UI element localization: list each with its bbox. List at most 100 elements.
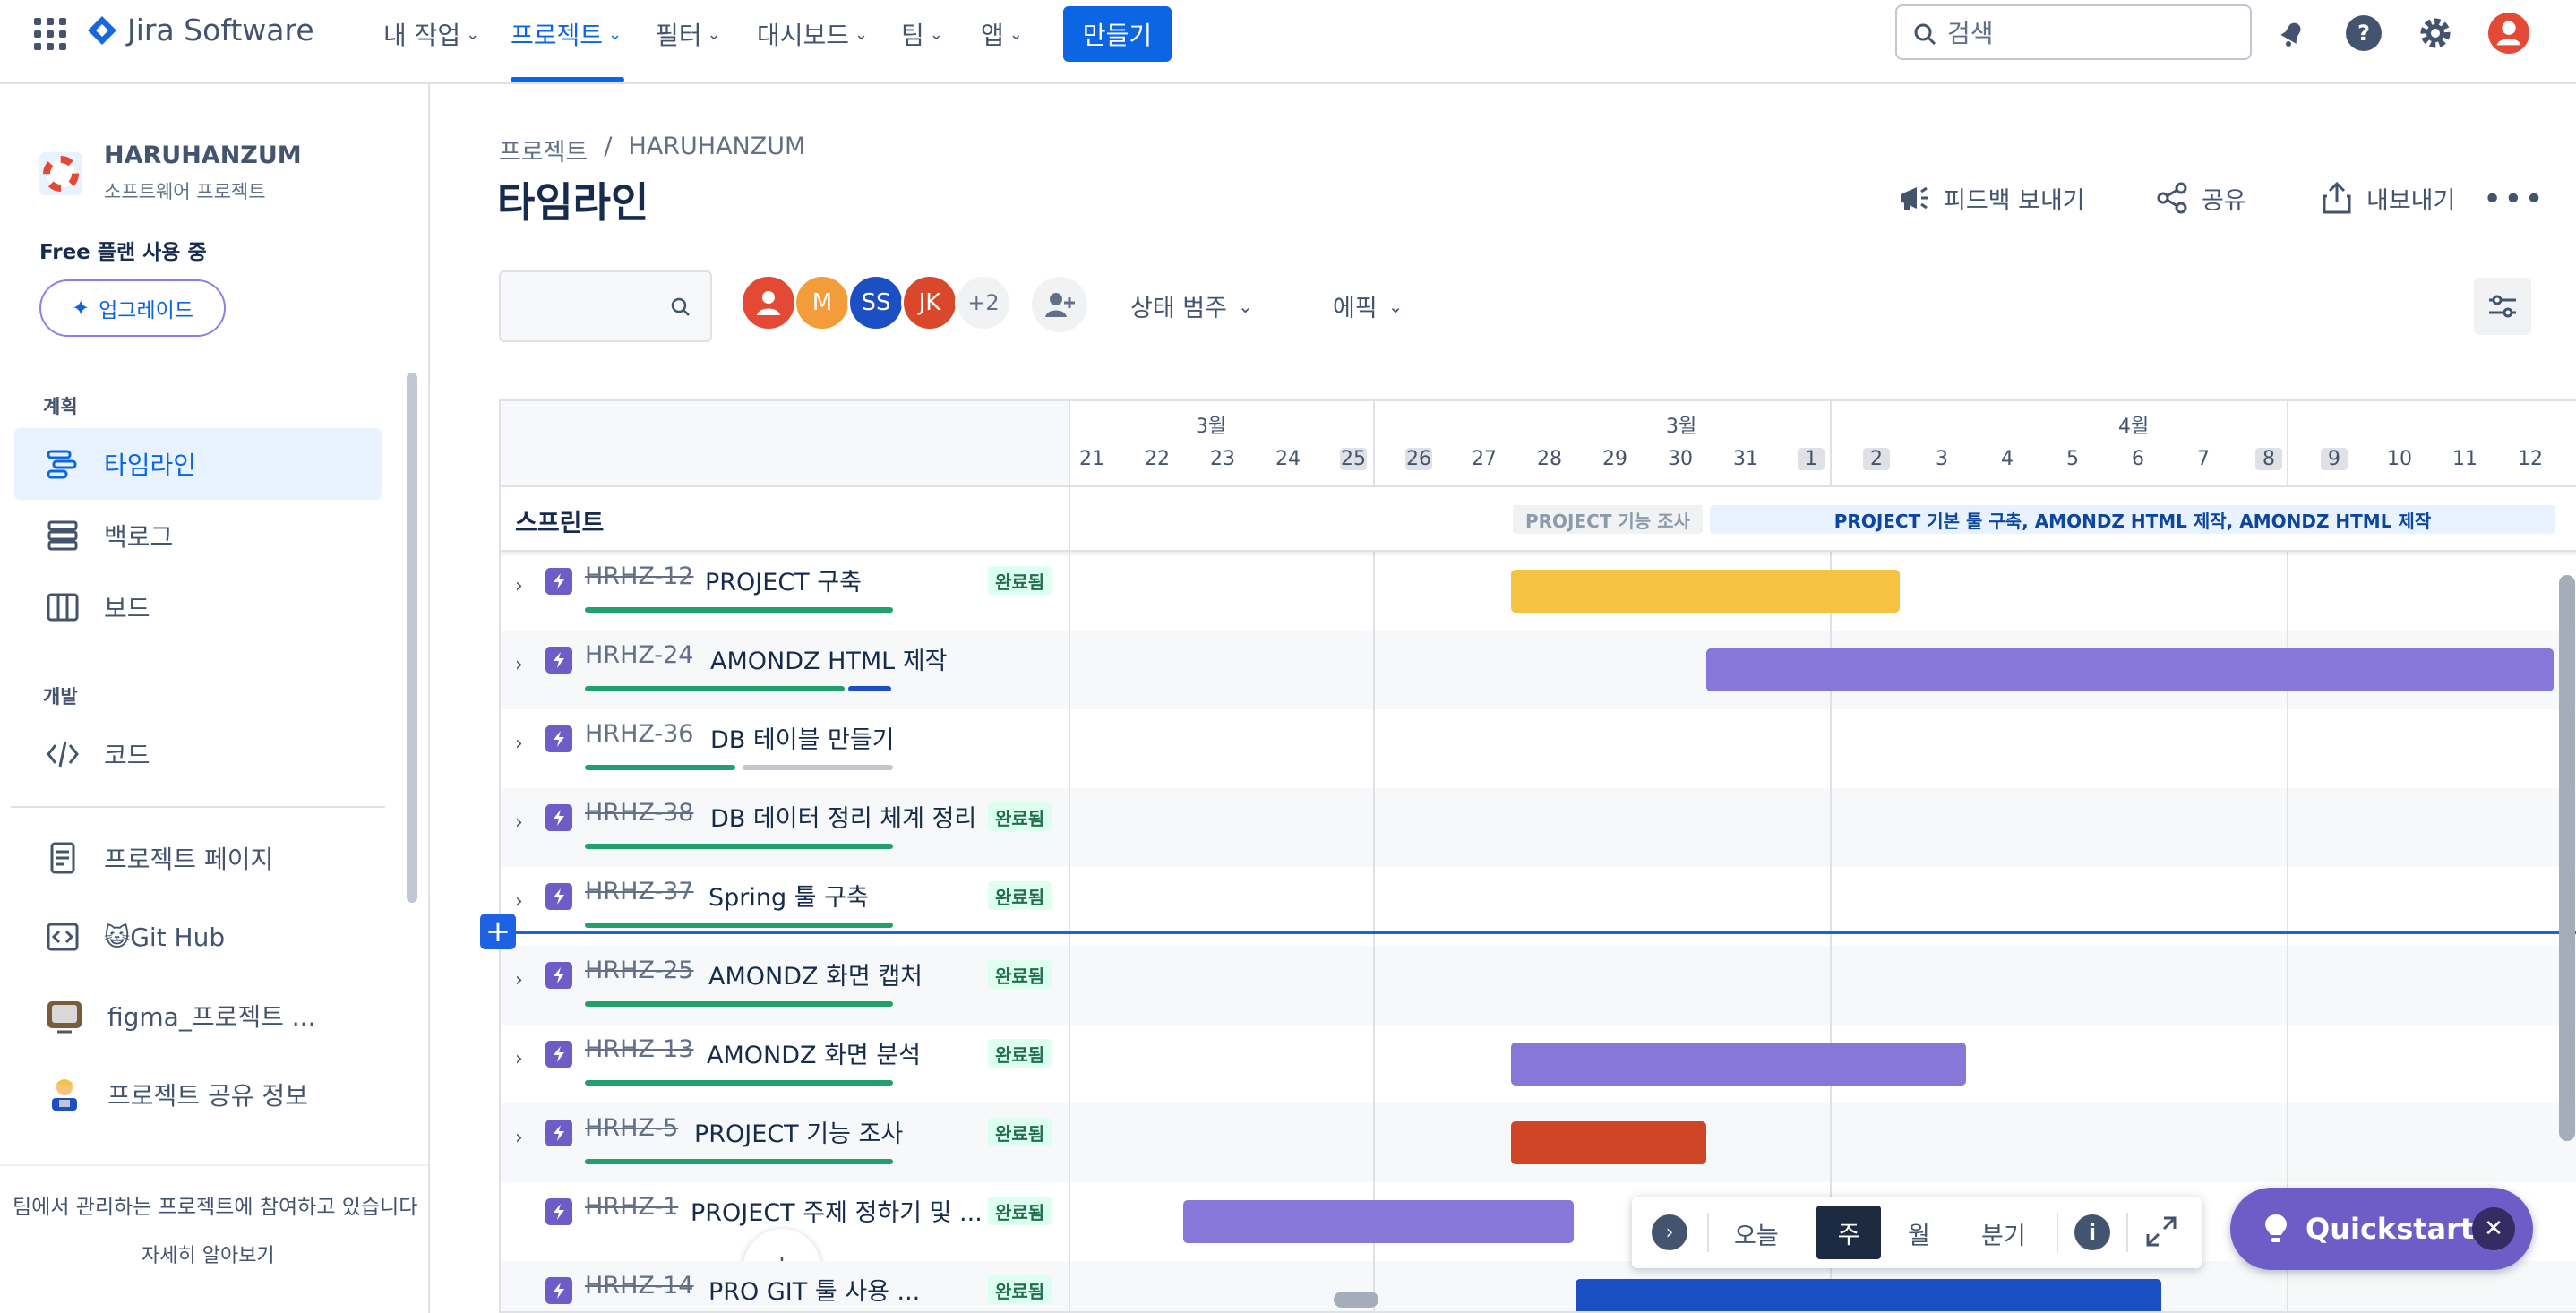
chevron-right-icon[interactable]: › xyxy=(515,654,523,676)
issue-key[interactable]: HRHZ-36 xyxy=(585,720,694,748)
fullscreen-icon[interactable] xyxy=(2142,1213,2180,1254)
sidebar-item-code[interactable]: 코드 xyxy=(14,718,382,790)
chevron-right-icon[interactable]: › xyxy=(515,733,523,755)
table-row[interactable]: › HRHZ-24 AMONDZ HTML 제작 xyxy=(501,631,1070,709)
issue-key[interactable]: HRHZ-12 xyxy=(585,562,694,590)
timeline-bar[interactable] xyxy=(1706,648,2554,691)
nav-apps[interactable]: 앱 ⌄ xyxy=(981,21,1023,50)
share-button[interactable]: 공유 xyxy=(2155,176,2246,220)
chevron-right-icon[interactable]: › xyxy=(515,890,523,913)
table-row[interactable]: HRHZ-1 PROJECT 주제 정하기 및 ... 완료됨 xyxy=(501,1182,1070,1261)
status-category-filter[interactable]: 상태 범주 ⌄ xyxy=(1130,295,1253,322)
timeline-bar[interactable] xyxy=(1511,1043,1966,1086)
issue-title[interactable]: AMONDZ 화면 분석 xyxy=(707,1042,922,1069)
timeline-scrollbar[interactable] xyxy=(2559,575,2575,1141)
search-input[interactable]: 검색 xyxy=(1895,4,2252,60)
learn-more-link[interactable]: 자세히 알아보기 xyxy=(142,1245,275,1267)
horizontal-scroll-handle[interactable] xyxy=(1334,1292,1378,1308)
upgrade-button[interactable]: ✦ 업그레이드 xyxy=(39,279,226,337)
sidebar-item-board[interactable]: 보드 xyxy=(14,571,382,643)
chevron-right-icon[interactable]: › xyxy=(515,811,523,834)
sprint-bar[interactable]: PROJECT 기능 조사 xyxy=(1513,505,1703,534)
week-button[interactable]: 주 xyxy=(1816,1206,1881,1259)
chevron-right-icon[interactable]: › xyxy=(515,1048,523,1070)
notifications-icon[interactable] xyxy=(2271,13,2313,54)
sidebar-item-timeline[interactable]: 타임라인 xyxy=(14,428,382,500)
close-icon[interactable]: ✕ xyxy=(2472,1207,2515,1250)
view-settings-button[interactable] xyxy=(2474,278,2531,335)
avatar[interactable]: JK xyxy=(901,274,958,331)
issue-key[interactable]: HRHZ-25 xyxy=(585,957,694,984)
table-row[interactable]: HRHZ-14 PRO GIT 툴 사용 ... 완료됨 xyxy=(501,1261,1070,1311)
sidebar-item-github[interactable]: 😺Git Hub xyxy=(14,901,382,973)
timeline-bar[interactable] xyxy=(1511,570,1900,613)
issue-title[interactable]: AMONDZ 화면 캡처 xyxy=(708,963,923,991)
epic-filter[interactable]: 에픽 ⌄ xyxy=(1333,295,1404,322)
nav-dashboards[interactable]: 대시보드 ⌄ xyxy=(757,21,869,50)
sidebar-item-project-sharing-info[interactable]: 프로젝트 공유 정보 xyxy=(14,1059,382,1130)
nav-my-work[interactable]: 내 작업 ⌄ xyxy=(383,21,480,50)
timeline-bar[interactable] xyxy=(1576,1279,2161,1311)
profile-avatar[interactable] xyxy=(2488,13,2529,54)
timeline-bar[interactable] xyxy=(1183,1200,1574,1243)
issue-key[interactable]: HRHZ-14 xyxy=(585,1272,694,1300)
chevron-right-icon[interactable]: › xyxy=(515,575,523,597)
issue-key[interactable]: HRHZ-1 xyxy=(585,1193,679,1221)
more-avatars[interactable]: +2 xyxy=(955,274,1012,331)
quickstart-button[interactable]: Quickstart ✕ xyxy=(2230,1188,2533,1270)
add-people-button[interactable] xyxy=(1032,277,1087,332)
info-icon[interactable]: i xyxy=(2074,1214,2110,1250)
table-row[interactable]: › HRHZ-5 PROJECT 기능 조사 완료됨 xyxy=(501,1103,1070,1182)
table-row[interactable]: › HRHZ-37 Spring 툴 구축 완료됨 xyxy=(501,867,1070,946)
sidebar-item-figma[interactable]: figma_프로젝트 ... xyxy=(14,980,382,1051)
chevron-right-icon[interactable]: › xyxy=(515,1127,523,1149)
issue-key[interactable]: HRHZ-37 xyxy=(585,878,694,905)
project-name[interactable]: HARUHANZUM xyxy=(104,142,302,169)
issue-key[interactable]: HRHZ-13 xyxy=(585,1035,694,1063)
sidebar-scrollbar[interactable] xyxy=(407,373,417,903)
issue-title[interactable]: AMONDZ HTML 제작 xyxy=(710,648,948,675)
settings-gear-icon[interactable] xyxy=(2415,13,2456,54)
breadcrumb-projects[interactable]: 프로젝트 xyxy=(499,139,588,167)
nav-teams[interactable]: 팀 ⌄ xyxy=(901,21,943,50)
issue-title[interactable]: PROJECT 주제 정하기 및 ... xyxy=(691,1199,983,1227)
more-actions-icon[interactable]: ••• xyxy=(2483,181,2546,218)
quarter-button[interactable]: 분기 xyxy=(1981,1223,2026,1250)
avatar[interactable] xyxy=(740,274,797,331)
feedback-button[interactable]: 피드백 보내기 xyxy=(1897,176,2085,220)
app-switcher-icon[interactable] xyxy=(34,18,66,50)
table-row[interactable]: › HRHZ-36 DB 테이블 만들기 xyxy=(501,709,1070,788)
sidebar-item-backlog[interactable]: 백로그 xyxy=(14,500,382,571)
timeline-search-input[interactable] xyxy=(499,270,712,342)
issue-key[interactable]: HRHZ-38 xyxy=(585,799,694,827)
expand-panel-icon[interactable]: › xyxy=(1652,1214,1687,1250)
jira-logo[interactable]: Jira Software xyxy=(86,13,314,47)
nav-projects[interactable]: 프로젝트 ⌄ xyxy=(511,21,623,50)
sidebar-item-project-pages[interactable]: 프로젝트 페이지 xyxy=(14,822,382,894)
table-row[interactable]: › HRHZ-13 AMONDZ 화면 분석 완료됨 xyxy=(501,1025,1070,1103)
create-button[interactable]: 만들기 xyxy=(1063,6,1172,62)
timeline-bar[interactable] xyxy=(1511,1121,1706,1164)
table-row[interactable]: › HRHZ-25 AMONDZ 화면 캡처 완료됨 xyxy=(501,946,1070,1025)
table-row[interactable]: › HRHZ-12 PROJECT 구축 완료됨 xyxy=(501,552,1070,631)
avatar[interactable]: M xyxy=(794,274,851,331)
issue-key[interactable]: HRHZ-5 xyxy=(585,1114,679,1142)
export-button[interactable]: 내보내기 xyxy=(2320,176,2455,220)
issue-key[interactable]: HRHZ-24 xyxy=(585,641,694,669)
add-item-button[interactable]: + xyxy=(480,914,516,949)
issue-title[interactable]: PROJECT 구축 xyxy=(705,569,862,596)
avatar[interactable]: SS xyxy=(847,274,905,331)
nav-filters[interactable]: 필터 ⌄ xyxy=(656,21,721,50)
table-row[interactable]: › HRHZ-38 DB 데이터 정리 체계 정리 완료됨 xyxy=(501,788,1070,867)
today-button[interactable]: 오늘 xyxy=(1734,1223,1779,1250)
issue-title[interactable]: Spring 툴 구축 xyxy=(708,884,869,912)
issue-title[interactable]: DB 데이터 정리 체계 정리 xyxy=(710,805,977,833)
issue-title[interactable]: DB 테이블 만들기 xyxy=(710,726,895,754)
chevron-right-icon[interactable]: › xyxy=(515,969,523,991)
sprint-bar[interactable]: PROJECT 기본 툴 구축, AMONDZ HTML 제작, AMONDZ … xyxy=(1710,505,2555,534)
issue-title[interactable]: PROJECT 기능 조사 xyxy=(694,1120,904,1148)
help-icon[interactable]: ? xyxy=(2343,13,2384,54)
breadcrumb-project[interactable]: HARUHANZUM xyxy=(628,133,806,160)
month-button[interactable]: 월 xyxy=(1908,1223,1930,1250)
issue-title[interactable]: PRO GIT 툴 사용 ... xyxy=(708,1278,921,1306)
